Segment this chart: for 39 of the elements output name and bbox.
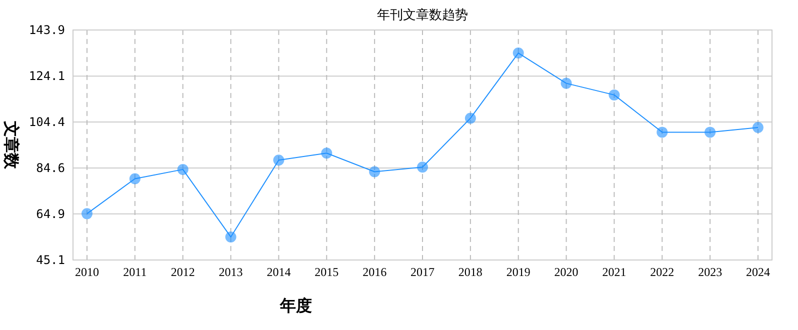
x-tick-label: 2011 <box>123 265 147 279</box>
point <box>417 162 428 173</box>
x-axis-title: 年度 <box>279 296 312 315</box>
y-tick-label: 45.1 <box>36 253 65 267</box>
x-tick-label: 2015 <box>314 265 339 279</box>
x-tick-label: 2020 <box>554 265 578 279</box>
y-tick-label: 143.9 <box>28 23 65 37</box>
x-tick-label: 2017 <box>410 265 434 279</box>
x-tick-label: 2018 <box>458 265 482 279</box>
point <box>129 173 140 184</box>
point <box>704 126 716 138</box>
y-tick-label: 124.1 <box>28 69 65 84</box>
y-axis-title: 文章数 <box>2 120 20 170</box>
x-tick-label: 2019 <box>506 265 530 279</box>
point <box>656 126 668 138</box>
x-tick-label: 2024 <box>746 265 770 279</box>
chart-title: 年刊文章数趋势 <box>377 8 468 23</box>
y-tick-label: 104.4 <box>28 114 65 129</box>
x-tick-label: 2016 <box>362 265 387 279</box>
point <box>608 89 620 100</box>
x-tick-label: 2013 <box>218 265 243 279</box>
x-tick-label: 2023 <box>698 265 722 279</box>
point <box>464 112 476 124</box>
point <box>273 154 284 166</box>
point <box>512 48 524 59</box>
point <box>560 78 572 89</box>
point <box>369 166 380 178</box>
y-tick-label: 84.6 <box>36 161 65 176</box>
point <box>752 122 764 134</box>
point <box>177 164 188 175</box>
x-tick-label: 2022 <box>650 265 674 279</box>
point <box>82 208 92 220</box>
y-tick-label: 64.9 <box>36 206 65 221</box>
x-tick-label: 2014 <box>266 265 291 279</box>
point <box>225 231 236 242</box>
x-tick-label: 2021 <box>602 265 626 279</box>
point <box>321 148 332 159</box>
x-tick-label: 2010 <box>75 265 99 279</box>
x-tick-label: 2012 <box>170 265 195 279</box>
